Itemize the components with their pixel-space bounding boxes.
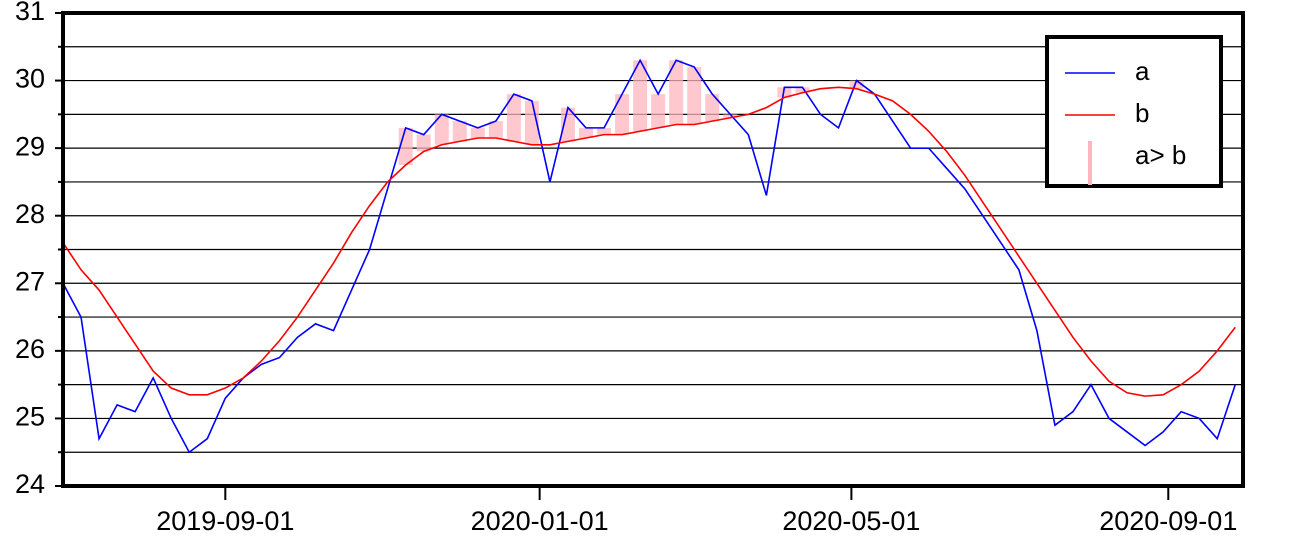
y-tick-label: 25 bbox=[15, 402, 45, 432]
x-tick-label: 2020-01-01 bbox=[471, 506, 609, 536]
y-tick-label: 28 bbox=[15, 199, 45, 229]
y-tick-label: 30 bbox=[15, 64, 45, 94]
legend-label: b bbox=[1135, 98, 1149, 128]
plot-area: 24 25 26 27 28 29 30 31 2019-09-01 2020-01-01 2020… bbox=[15, 0, 1245, 536]
x-tick-label: 2020-09-01 bbox=[1099, 506, 1237, 536]
x-tick-label: 2019-09-01 bbox=[156, 506, 294, 536]
y-tick-label: 27 bbox=[15, 266, 45, 296]
legend-box bbox=[1045, 35, 1223, 188]
y-tick-label: 29 bbox=[15, 131, 45, 161]
legend: ab a> b bbox=[1045, 35, 1223, 188]
line-b bbox=[62, 86, 1236, 397]
plot-frame bbox=[61, 11, 1245, 488]
legend-label: a bbox=[1135, 56, 1150, 86]
y-tick-label: 24 bbox=[15, 469, 45, 499]
line-a bbox=[62, 58, 1237, 454]
y-tick-label: 31 bbox=[15, 0, 45, 26]
y-tick-label: 26 bbox=[15, 334, 45, 364]
x-tick-label: 2020-05-01 bbox=[782, 506, 920, 536]
legend-label: a> b bbox=[1135, 140, 1186, 170]
